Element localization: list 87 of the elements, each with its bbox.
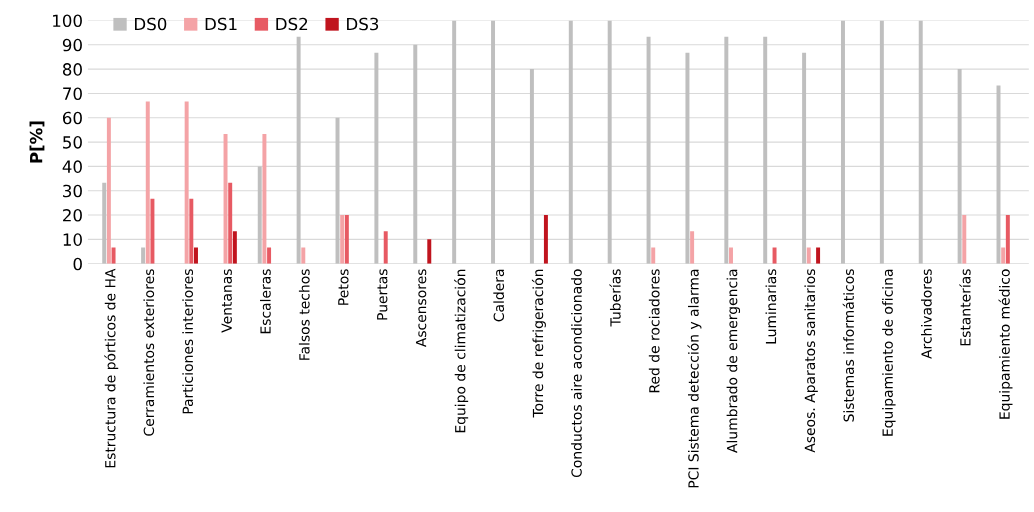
legend-label: DS0 <box>135 17 167 31</box>
bar <box>228 182 233 264</box>
x-tick-label: Ascensores <box>415 269 427 348</box>
x-tick-label: PCI Sistema detección y alarma <box>687 269 702 488</box>
bar <box>879 20 884 264</box>
bar <box>413 44 418 264</box>
x-tick-label: Escaleras <box>260 269 271 334</box>
y-tick-label: 50 <box>63 136 82 149</box>
bar <box>102 182 107 264</box>
bar <box>111 247 116 264</box>
x-tick-label: Equipo de climatización <box>454 269 469 433</box>
bar <box>145 101 150 264</box>
y-axis-title: P[%] <box>29 121 45 163</box>
bar <box>296 36 301 264</box>
bar <box>374 52 379 264</box>
bar <box>763 36 768 264</box>
x-tick-label: Puertas <box>377 269 388 320</box>
x-tick-label: Caldera <box>493 269 505 322</box>
bar <box>491 20 496 264</box>
legend-label: DS2 <box>276 17 308 31</box>
y-tick-label: 0 <box>73 257 82 271</box>
y-tick-label: 10 <box>63 233 82 246</box>
bar <box>189 198 194 264</box>
bar <box>568 20 573 264</box>
bar <box>262 134 267 264</box>
bar <box>257 166 262 264</box>
bar <box>607 20 612 264</box>
x-tick-label: Equipamiento médico <box>998 269 1013 419</box>
bar <box>651 247 656 264</box>
bar <box>690 231 695 264</box>
bar <box>427 239 432 264</box>
y-tick-label: 80 <box>62 63 82 76</box>
bar <box>685 52 690 264</box>
x-tick-label: Particiones interiores <box>182 269 194 414</box>
x-tick-label: Torre de refrigeración <box>531 269 546 418</box>
bar <box>543 215 548 264</box>
bar <box>802 52 807 264</box>
bar <box>106 117 111 264</box>
y-tick-label: 20 <box>63 209 82 222</box>
bar <box>452 20 457 264</box>
bar <box>957 69 962 264</box>
x-tick-label: Falsos techos <box>298 269 310 360</box>
legend-label: DS1 <box>205 17 237 31</box>
x-tick-label: Conductos aire acondicionado <box>571 269 582 478</box>
bar <box>729 247 733 264</box>
bar <box>646 36 651 264</box>
bar <box>301 247 306 264</box>
bar <box>772 247 777 264</box>
bar <box>806 247 811 264</box>
bar <box>194 247 198 264</box>
bar <box>223 134 228 264</box>
x-tick-label: Luminarias <box>765 269 777 344</box>
bar <box>232 231 237 264</box>
x-tick-label: Estructura de pórticos de HA <box>104 268 119 468</box>
y-tick-label: 40 <box>62 160 82 173</box>
x-tick-label: Aseos. Aparatos sanitarios <box>804 269 818 453</box>
x-tick-label: Petos <box>338 269 349 305</box>
bar <box>184 101 189 264</box>
y-tick-label: 90 <box>62 38 82 52</box>
bar <box>344 215 349 264</box>
x-tick-label: Estanterías <box>959 269 971 346</box>
bar <box>918 20 923 264</box>
x-tick-label: Tuberías <box>609 269 621 327</box>
bar <box>724 36 729 264</box>
x-tick-label: Alumbrado de emergencia <box>726 269 741 453</box>
x-tick-label: Red de rociadores <box>648 269 660 393</box>
bar <box>141 247 146 264</box>
bar <box>529 69 534 264</box>
x-tick-label: Cerramientos exteriores <box>143 269 155 436</box>
x-tick-label: Sistemas informáticos <box>842 269 854 422</box>
bar <box>150 198 155 264</box>
bar <box>383 231 388 264</box>
bar <box>340 215 345 264</box>
x-tick-label: Archivadores <box>921 269 932 359</box>
y-tick-label: 70 <box>63 87 82 101</box>
bar <box>1001 247 1006 264</box>
bar <box>840 20 845 264</box>
bar <box>816 247 821 264</box>
bar <box>267 247 272 264</box>
bar <box>962 215 967 264</box>
legend-label: DS3 <box>347 17 379 31</box>
y-tick-label: 60 <box>62 111 82 125</box>
x-tick-label: Equipamiento de oficina <box>882 269 896 436</box>
y-tick-label: 100 <box>53 14 82 28</box>
x-tick-label: Ventanas <box>221 269 232 333</box>
bar <box>1005 215 1010 264</box>
y-tick-label: 30 <box>63 184 82 198</box>
